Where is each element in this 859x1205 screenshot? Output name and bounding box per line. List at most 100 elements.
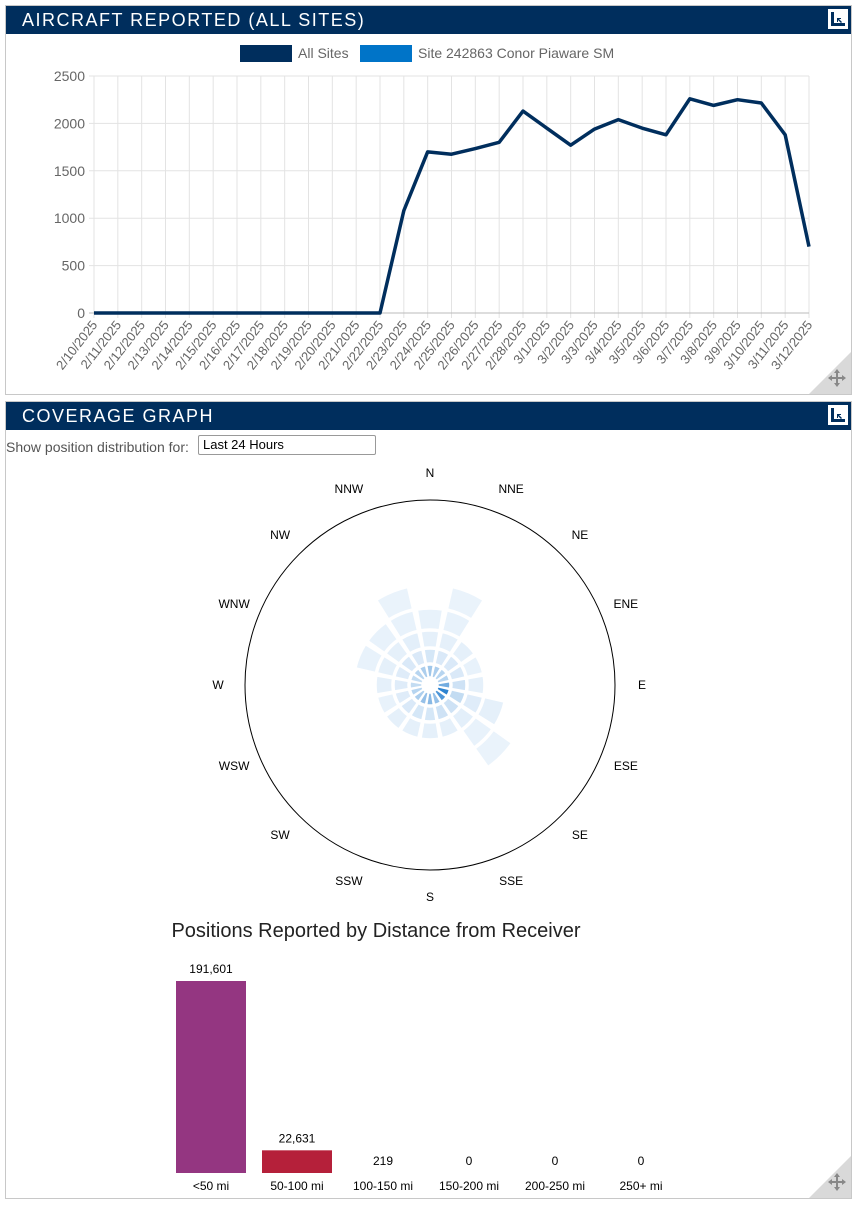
coverage-sector: [434, 649, 451, 668]
coverage-sector: [400, 716, 423, 739]
y-tick-label: 2500: [54, 68, 85, 84]
series-line-all-sites: [94, 97, 811, 315]
coverage-sector: [420, 630, 440, 649]
compass-label: NW: [270, 528, 291, 542]
coverage-sector: [451, 639, 476, 664]
coverage-sector: [355, 643, 384, 674]
compass-label: NE: [572, 528, 589, 542]
coverage-sector: [375, 675, 394, 695]
coverage-outer-circle: [244, 499, 616, 871]
legend-label: Site 242863 Conor Piaware SM: [418, 45, 614, 61]
compass-label: ENE: [614, 597, 639, 611]
coverage-sector: [416, 608, 444, 631]
compass-label: N: [426, 466, 435, 480]
coverage-sector: [441, 610, 472, 639]
coverage-sector: [409, 702, 426, 721]
coverage-sector: [384, 639, 409, 664]
bar-value-label: 0: [466, 1154, 473, 1168]
legend-item: All Sites: [240, 45, 349, 62]
coverage-sector: [441, 696, 461, 716]
move-icon[interactable]: [809, 352, 851, 394]
coverage-sector: [437, 716, 460, 739]
coverage-sector: [441, 654, 461, 674]
compass-label: ESE: [614, 759, 638, 773]
aircraft-line-chart: All Sites Site 242863 Conor Piaware SM 0 50…: [53, 45, 815, 372]
compass-label: NNE: [498, 482, 523, 496]
move-icon[interactable]: [809, 1156, 851, 1198]
coverage-sector: [394, 689, 413, 706]
aircraft-panel-title: AIRCRAFT REPORTED (ALL SITES): [22, 10, 366, 30]
coverage-sector: [434, 702, 451, 721]
coverage-sector: [466, 675, 485, 695]
bar-category-label: 100-150 mi: [353, 1179, 413, 1193]
coverage-sector: [447, 689, 466, 706]
coverage-panel-header: COVERAGE GRAPH: [6, 402, 851, 430]
coverage-sector: [400, 631, 423, 654]
coverage-sector: [384, 706, 409, 731]
coverage-sector: [399, 696, 419, 716]
coverage-sector: [476, 696, 505, 727]
compass-label: E: [638, 678, 646, 692]
bar-value-label: 219: [373, 1154, 393, 1168]
compass-label: SE: [572, 828, 588, 842]
coverage-sector: [376, 655, 399, 678]
y-tick-label: 1500: [54, 163, 85, 179]
coverage-sector: [461, 692, 484, 715]
expand-icon[interactable]: [827, 404, 849, 426]
coverage-sector: [393, 678, 410, 692]
distribution-label: Show position distribution for:: [6, 439, 189, 455]
coverage-sector: [423, 648, 437, 665]
legend-item: Site 242863 Conor Piaware SM: [360, 45, 614, 62]
coverage-sector: [446, 586, 485, 620]
coverage-graph-panel: COVERAGE GRAPH Show position distributio…: [5, 401, 852, 1199]
coverage-sector: [450, 678, 467, 692]
coverage-sector: [394, 664, 413, 681]
bar: [176, 981, 246, 1173]
bar-value-label: 22,631: [279, 1131, 316, 1145]
bar-category-label: 250+ mi: [619, 1179, 662, 1193]
coverage-sector: [474, 729, 513, 768]
distribution-select[interactable]: Last 24 Hours: [198, 435, 376, 455]
legend-swatch: [240, 45, 292, 62]
compass-label: SW: [270, 828, 290, 842]
coverage-sector: [423, 705, 437, 722]
distance-bar-chart: Positions Reported by Distance from Rece…: [171, 920, 662, 1193]
distribution-select-value: Last 24 Hours: [203, 437, 284, 452]
y-tick-label: 2000: [54, 115, 85, 131]
coverage-sector: [388, 610, 419, 639]
y-tick-label: 500: [62, 258, 86, 274]
coverage-sector: [367, 622, 399, 654]
y-tick-label: 0: [77, 305, 85, 321]
compass-label: W: [212, 678, 224, 692]
bar-chart-title: Positions Reported by Distance from Rece…: [171, 920, 580, 942]
coverage-sector: [418, 664, 430, 680]
coverage-polar-chart: N NNE NE ENE E ESE SE SSE S SSW SW WSW W WNW NW NNW: [212, 466, 646, 904]
compass-label: SSE: [499, 874, 523, 888]
legend-swatch: [360, 45, 412, 62]
coverage-sector: [451, 706, 476, 731]
bar-category-label: 50-100 mi: [270, 1179, 323, 1193]
coverage-sector: [409, 649, 426, 668]
compass-label: SSW: [335, 874, 363, 888]
expand-icon[interactable]: [827, 8, 849, 30]
coverage-sector: [375, 586, 414, 620]
bar-category-label: 200-250 mi: [525, 1179, 585, 1193]
y-tick-label: 1000: [54, 210, 85, 226]
bar-category-label: <50 mi: [193, 1179, 229, 1193]
aircraft-panel-header: AIRCRAFT REPORTED (ALL SITES): [6, 6, 851, 34]
coverage-sector: [461, 655, 484, 678]
bar: [262, 1150, 332, 1173]
bar-value-label: 191,601: [189, 962, 233, 976]
bar-category-label: 150-200 mi: [439, 1179, 499, 1193]
compass-label: S: [426, 890, 434, 904]
coverage-sector: [376, 692, 399, 715]
coverage-sector: [437, 631, 460, 654]
bar-value-label: 0: [638, 1154, 645, 1168]
bar-value-label: 0: [552, 1154, 559, 1168]
coverage-sector: [461, 716, 493, 748]
compass-label: WSW: [219, 759, 250, 773]
coverage-sector: [447, 664, 466, 681]
compass-label: WNW: [218, 597, 250, 611]
coverage-sector: [420, 721, 440, 740]
coverage-sector: [399, 654, 419, 674]
